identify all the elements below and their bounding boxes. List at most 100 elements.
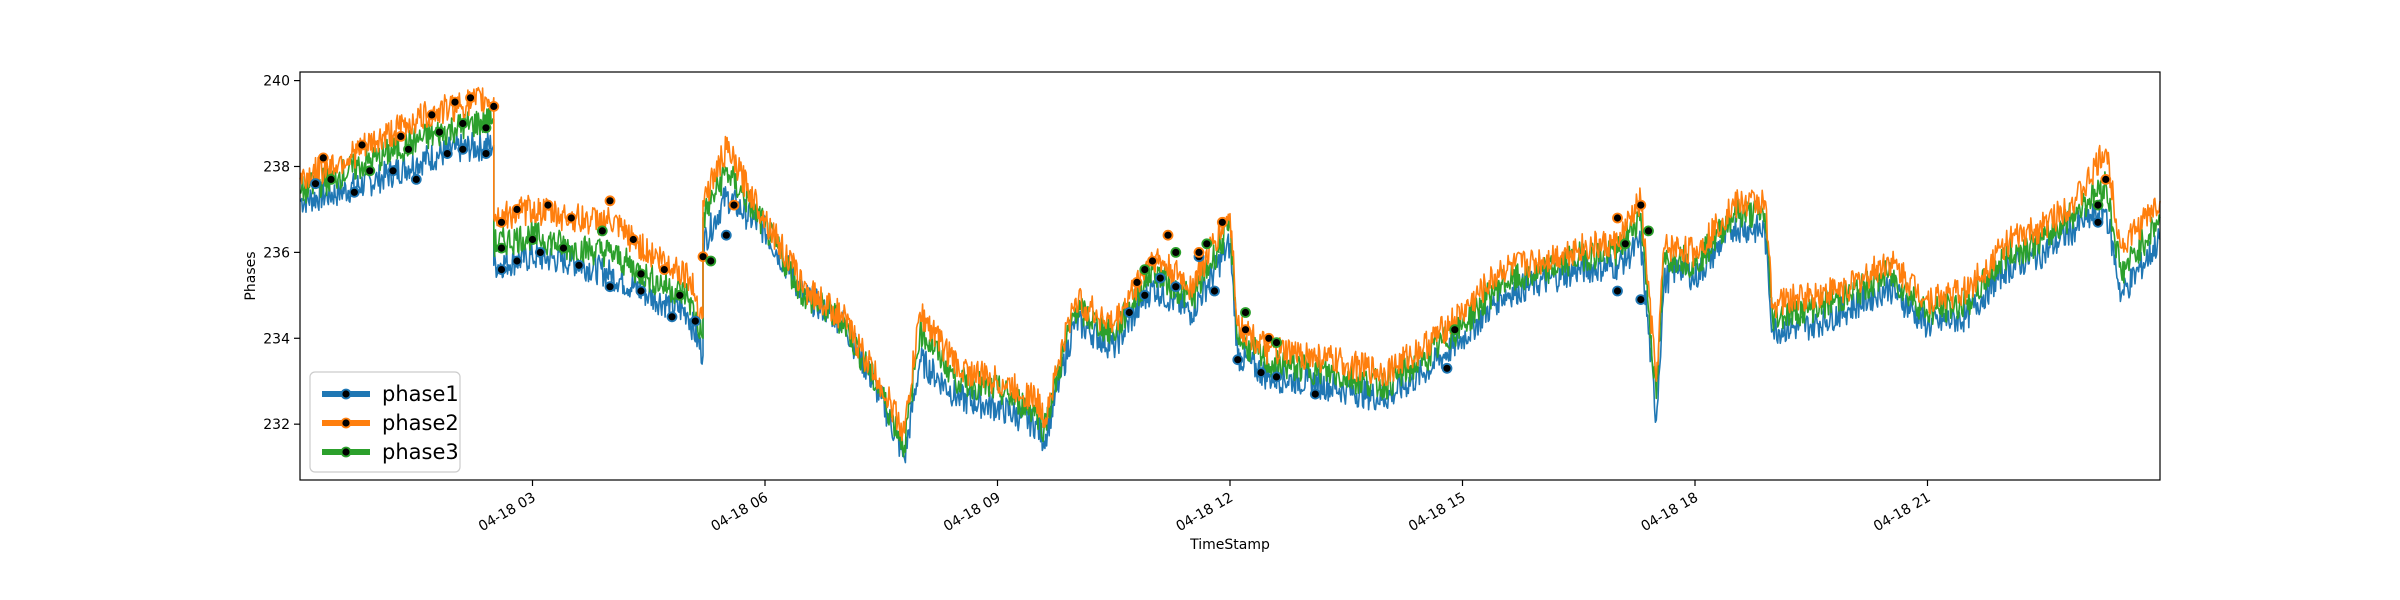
legend-marker-phase2: [340, 417, 352, 429]
marker-phase3: [2092, 199, 2104, 211]
marker-phase2: [697, 251, 709, 263]
marker-phase3: [480, 122, 492, 134]
marker-phase2: [1193, 246, 1205, 258]
y-tick-label: 238: [263, 159, 290, 175]
marker-phase1: [1255, 367, 1267, 379]
marker-phase2: [2100, 173, 2112, 185]
x-tick-label: 04-18 18: [1638, 490, 1701, 535]
marker-phase1: [1441, 362, 1453, 374]
marker-phase3: [1240, 307, 1251, 318]
marker-phase1: [1635, 294, 1647, 306]
marker-phase3: [705, 255, 717, 267]
marker-phase2: [1162, 229, 1174, 241]
marker-phase2: [465, 92, 476, 104]
y-axis: 232 234 236 238 240: [263, 74, 300, 433]
marker-phase2: [1131, 276, 1143, 288]
y-tick-label: 236: [263, 245, 290, 261]
marker-phase3: [364, 165, 376, 177]
marker-phase1: [441, 148, 453, 160]
legend-label-phase2: phase2: [382, 411, 459, 435]
marker-phase3: [1201, 238, 1213, 250]
marker-phase1: [1271, 371, 1282, 383]
marker-phase3: [457, 118, 469, 129]
legend: phase1 phase2 phase3: [309, 371, 461, 473]
marker-phase1: [635, 285, 647, 297]
marker-phase3: [1170, 246, 1182, 258]
marker-phase3: [403, 143, 414, 155]
marker-phase3: [596, 225, 608, 237]
x-tick-label: 04-18 15: [1406, 490, 1469, 535]
legend-label-phase3: phase3: [382, 440, 459, 464]
marker-phase2: [1612, 212, 1623, 224]
marker-phase2: [1147, 255, 1158, 267]
marker-phase1: [1123, 307, 1135, 318]
series-line-phase3: [299, 105, 2161, 458]
y-tick-label: 232: [263, 417, 290, 433]
marker-phase2: [728, 199, 740, 211]
x-tick-label: 04-18 06: [708, 490, 771, 535]
marker-phase2: [1635, 199, 1647, 211]
marker-phase1: [1612, 285, 1623, 297]
marker-phase3: [1449, 324, 1461, 336]
marker-phase1: [511, 255, 523, 267]
marker-phase1: [1309, 388, 1321, 400]
x-tick-label: 04-18 12: [1173, 490, 1236, 535]
marker-phase1: [720, 229, 732, 241]
marker-phase1: [573, 259, 585, 271]
marker-phase2: [488, 101, 500, 112]
marker-phase2: [449, 96, 461, 108]
marker-phase1: [310, 178, 321, 190]
marker-phase2: [604, 195, 616, 207]
x-tick-label: 04-18 21: [1871, 490, 1934, 535]
marker-phase2: [426, 109, 438, 121]
marker-phase2: [658, 264, 670, 276]
x-axis: 04-18 03 04-18 06 04-18 09 04-18 12 04-18 15…: [476, 480, 1934, 535]
marker-phase2: [542, 199, 554, 211]
marker-phase1: [348, 186, 360, 198]
marker-phase3: [434, 126, 445, 138]
legend-label-phase1: phase1: [382, 382, 459, 406]
x-tick-label: 04-18 09: [941, 490, 1004, 535]
marker-phase2: [511, 203, 523, 215]
x-axis-title: TimeStamp: [1189, 537, 1270, 553]
y-axis-title: Phases: [243, 251, 259, 300]
marker-phase2: [1240, 324, 1251, 336]
marker-phase1: [666, 311, 678, 323]
marker-phase1: [1154, 272, 1166, 284]
legend-marker-phase1: [340, 388, 352, 400]
marker-phase1: [604, 281, 616, 293]
marker-phase1: [534, 246, 546, 258]
marker-phase3: [1139, 264, 1151, 276]
marker-phase2: [395, 130, 407, 142]
marker-phase1: [1170, 281, 1182, 293]
legend-marker-phase3: [340, 446, 352, 458]
marker-phase2: [356, 139, 368, 151]
marker-phase3: [527, 234, 538, 245]
marker-phase1: [480, 148, 492, 160]
marker-layer: [310, 92, 2112, 400]
series-line-phase1: [299, 131, 2161, 464]
marker-phase1: [387, 165, 399, 177]
marker-phase2: [627, 234, 639, 245]
marker-phase3: [1271, 337, 1282, 349]
marker-phase3: [325, 173, 337, 185]
marker-phase1: [457, 143, 469, 155]
series-line-phase2: [299, 86, 2161, 442]
marker-phase1: [1232, 354, 1244, 366]
y-tick-label: 234: [263, 331, 290, 347]
marker-phase1: [689, 315, 701, 327]
marker-phase2: [1216, 216, 1228, 228]
marker-phase3: [635, 268, 647, 280]
marker-phase1: [2092, 216, 2104, 228]
marker-phase2: [496, 216, 507, 228]
marker-phase3: [1619, 238, 1631, 250]
marker-phase3: [558, 242, 569, 254]
marker-phase1: [496, 264, 507, 276]
x-tick-label: 04-18 03: [476, 490, 539, 535]
series-layer: [299, 86, 2161, 464]
marker-phase3: [496, 242, 507, 254]
marker-phase1: [410, 173, 422, 185]
marker-phase2: [565, 212, 577, 224]
marker-phase1: [1209, 285, 1220, 297]
